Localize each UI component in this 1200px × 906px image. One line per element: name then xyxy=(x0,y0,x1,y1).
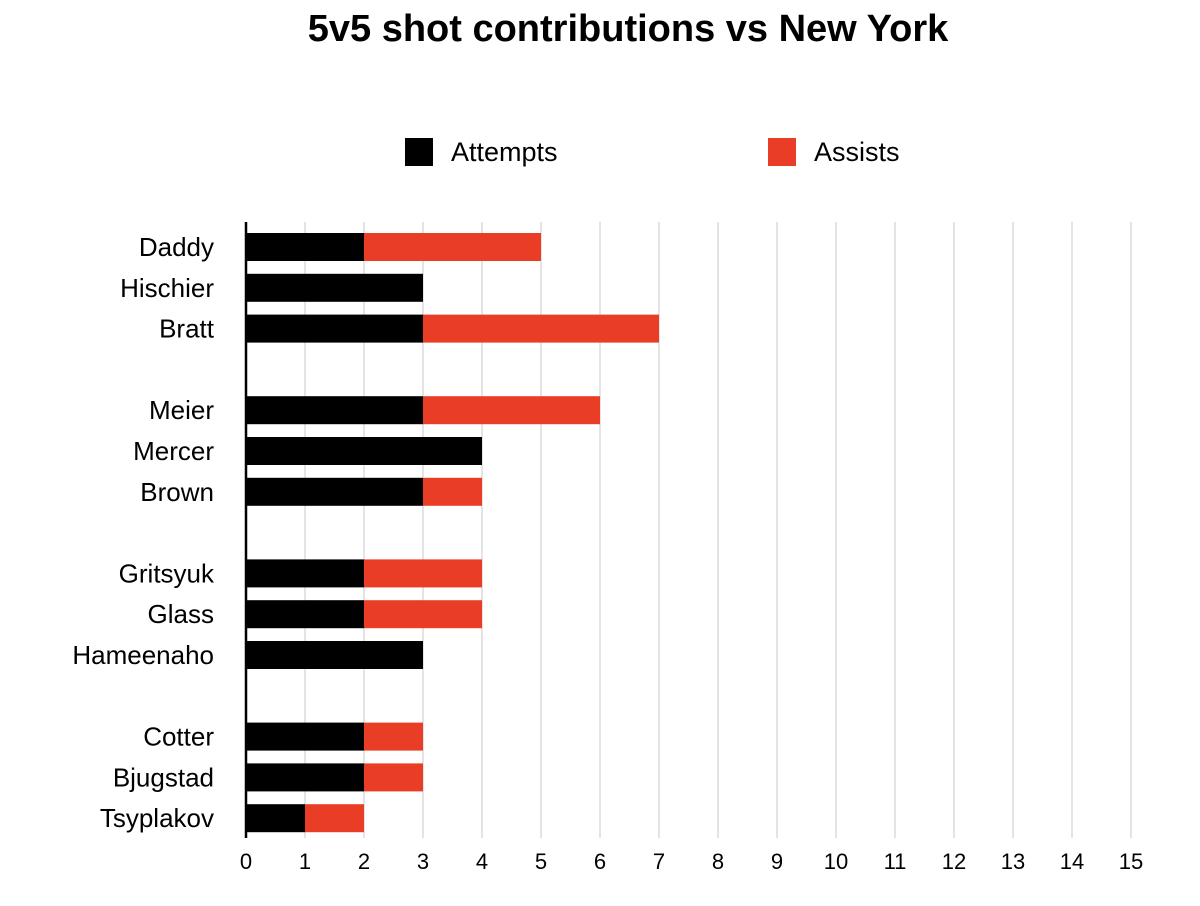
bar-attempts-daddy xyxy=(246,233,364,261)
x-tick-label-10: 10 xyxy=(824,849,848,874)
x-tick-label-8: 8 xyxy=(712,849,724,874)
x-tick-label-0: 0 xyxy=(240,849,252,874)
bar-attempts-bratt xyxy=(246,314,423,343)
legend-item-assists: Assists xyxy=(768,132,900,172)
legend-label-attempts: Attempts xyxy=(451,136,558,167)
category-label-hameenaho: Hameenaho xyxy=(72,640,214,670)
x-tick-label-9: 9 xyxy=(771,849,783,874)
category-label-bratt: Bratt xyxy=(159,314,215,344)
category-label-bjugstad: Bjugstad xyxy=(113,762,214,792)
bar-assists-bratt xyxy=(423,314,659,343)
category-label-hischier: Hischier xyxy=(120,273,214,303)
x-tick-label-1: 1 xyxy=(299,849,311,874)
category-label-meier: Meier xyxy=(149,395,214,425)
bar-attempts-gritsyuk xyxy=(246,559,364,588)
bar-assists-glass xyxy=(364,600,482,629)
x-tick-label-3: 3 xyxy=(417,849,429,874)
category-label-brown: Brown xyxy=(140,477,214,507)
x-tick-label-6: 6 xyxy=(594,849,606,874)
bar-assists-bjugstad xyxy=(364,763,423,792)
bar-attempts-tsyplakov xyxy=(246,804,305,833)
category-label-gritsyuk: Gritsyuk xyxy=(119,558,215,588)
category-label-glass: Glass xyxy=(148,599,214,629)
category-label-daddy: Daddy xyxy=(139,232,214,262)
bar-attempts-glass xyxy=(246,600,364,629)
legend-label-assists: Assists xyxy=(814,136,900,167)
legend-swatch-assists xyxy=(768,138,796,166)
x-tick-label-14: 14 xyxy=(1060,849,1084,874)
x-tick-label-15: 15 xyxy=(1119,849,1143,874)
bar-attempts-hischier xyxy=(246,273,423,302)
category-label-cotter: Cotter xyxy=(143,722,214,752)
bar-attempts-bjugstad xyxy=(246,763,364,792)
bar-assists-gritsyuk xyxy=(364,559,482,588)
bar-attempts-hameenaho xyxy=(246,641,423,669)
x-tick-label-11: 11 xyxy=(884,849,907,874)
category-label-tsyplakov: Tsyplakov xyxy=(100,803,214,833)
bar-assists-tsyplakov xyxy=(305,804,364,833)
bar-attempts-meier xyxy=(246,396,423,425)
x-tick-label-12: 12 xyxy=(942,849,966,874)
bar-attempts-mercer xyxy=(246,437,482,465)
legend-item-attempts: Attempts xyxy=(405,132,558,172)
bar-assists-brown xyxy=(423,477,482,506)
category-label-mercer: Mercer xyxy=(133,436,214,466)
bar-assists-meier xyxy=(423,396,600,425)
x-tick-label-4: 4 xyxy=(476,849,488,874)
bar-assists-daddy xyxy=(364,233,541,261)
x-tick-label-5: 5 xyxy=(535,849,547,874)
bar-assists-cotter xyxy=(364,722,423,751)
legend: Attempts Assists xyxy=(0,132,1200,172)
bar-attempts-brown xyxy=(246,477,423,506)
x-tick-label-7: 7 xyxy=(653,849,665,874)
x-tick-label-2: 2 xyxy=(358,849,370,874)
bar-attempts-cotter xyxy=(246,722,364,751)
legend-swatch-attempts xyxy=(405,138,433,166)
chart-title: 5v5 shot contributions vs New York xyxy=(307,8,949,50)
x-tick-label-13: 13 xyxy=(1001,849,1025,874)
